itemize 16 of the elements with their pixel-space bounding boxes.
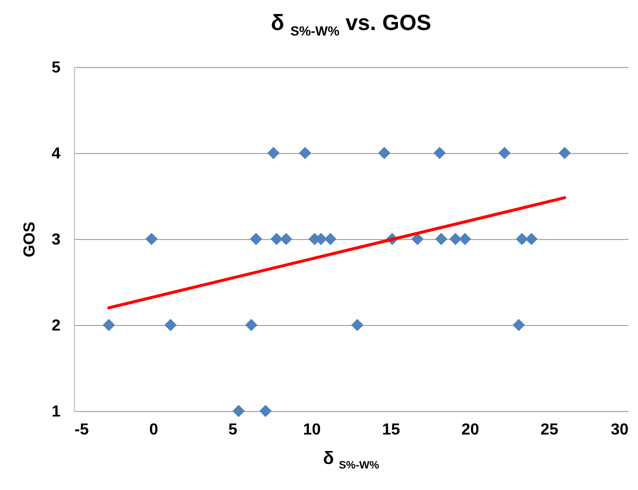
y-axis-title: GOS bbox=[22, 221, 39, 258]
x-tick-label: 10 bbox=[303, 422, 321, 438]
y-tick-label: 5 bbox=[52, 60, 61, 76]
y-tick-label: 4 bbox=[52, 146, 61, 162]
y-tick-label: 3 bbox=[52, 232, 61, 248]
x-tick-label: 15 bbox=[382, 422, 400, 438]
x-tick-label: 25 bbox=[540, 422, 558, 438]
x-tick-label: 30 bbox=[610, 422, 629, 438]
x-tick-label: -5 bbox=[74, 422, 89, 438]
x-axis-title: δ $_{S%-W%}$ bbox=[322, 448, 380, 472]
x-tick-label: 5 bbox=[228, 422, 238, 438]
y-tick-label: 1 bbox=[52, 404, 61, 420]
chart-title: δ $_{S%-W%}$ vs. GOS bbox=[270, 10, 432, 38]
x-tick-label: 20 bbox=[461, 422, 480, 438]
x-tick-label: 0 bbox=[149, 422, 158, 438]
y-tick-label: 2 bbox=[52, 318, 61, 334]
